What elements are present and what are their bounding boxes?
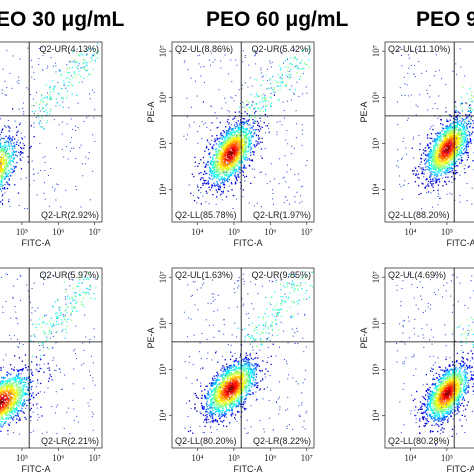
event-dots xyxy=(396,46,474,210)
facs-panel-r0-c2: Q2-UL(11.10%) Q2-LL(88.20%) 10⁴ 10⁵ 10⁶ 10⁷ 10… xyxy=(359,41,474,248)
quadrant-label-lr: Q2-LR(2.21%) xyxy=(41,436,99,446)
quadrant-label-ll: Q2-LL(88.20%) xyxy=(388,210,450,220)
y-tick-label: 10⁵ xyxy=(371,137,381,149)
y-tick-label: 10⁶ xyxy=(158,91,168,103)
y-axis-label: PE-A xyxy=(359,101,369,122)
y-tick-label: 10⁴ xyxy=(371,410,381,422)
x-tick-label: 10⁴ xyxy=(404,227,416,237)
quadrant-label-ll: Q2-LL(80.28%) xyxy=(388,436,450,446)
x-axis-label: FITC-A xyxy=(22,464,51,474)
y-tick-label: 10⁶ xyxy=(371,317,381,329)
panel-frame xyxy=(0,41,103,223)
y-axis-label: PE-A xyxy=(146,101,156,122)
x-tick-label: 10⁵ xyxy=(441,227,453,237)
quadrant-label-ur: Q2-UR(9.85%) xyxy=(251,270,311,280)
event-dots xyxy=(183,45,311,210)
x-tick-label: 10⁶ xyxy=(264,453,276,463)
x-tick-label: 10⁵ xyxy=(441,453,453,463)
quadrant-label-ur: Q2-UR(4.13%) xyxy=(39,44,99,54)
y-tick-label: 10⁶ xyxy=(158,317,168,329)
facs-panel-r0-c0: .83%)Q2-UR(4.13%)9.12%)Q2-LR(2.92%)10⁴10… xyxy=(0,41,103,248)
panel-frame xyxy=(384,41,474,223)
x-tick-label: 10⁶ xyxy=(52,453,64,463)
x-tick-label: 10⁵ xyxy=(228,453,240,463)
quadrant-label-ll: Q2-LL(80.20%) xyxy=(175,436,237,446)
y-tick-label: 10⁴ xyxy=(158,410,168,422)
y-tick-label: 10⁶ xyxy=(371,91,381,103)
quadrant-label-ul: Q2-UL(4.69%) xyxy=(388,270,446,280)
x-tick-label: 10⁴ xyxy=(191,453,203,463)
quadrant-label-lr: Q2-LR(1.97%) xyxy=(253,210,311,220)
y-tick-label: 10⁵ xyxy=(371,363,381,375)
x-tick-label: 10⁵ xyxy=(228,227,240,237)
y-tick-label: 10⁵ xyxy=(158,363,168,375)
y-tick-label: 10⁷ xyxy=(371,45,381,57)
quadrant-label-ur: Q2-UR(5.97%) xyxy=(39,270,99,280)
panel-title-col1: PEO 60 μg/mL xyxy=(206,8,349,31)
x-axis-label: FITC-A xyxy=(234,464,263,474)
y-tick-label: 10⁴ xyxy=(158,184,168,196)
panel-frame xyxy=(171,267,315,449)
x-axis-label: FITC-A xyxy=(234,238,263,248)
quadrant-label-ul: Q2-UL(1.63%) xyxy=(175,270,233,280)
facs-panel-r1-c0: .49%)Q2-UR(5.97%)80.32%)Q2-LR(2.21%)10⁴1… xyxy=(0,267,103,474)
panel-frame xyxy=(171,41,315,223)
event-dots xyxy=(183,271,314,435)
y-axis-label: PE-A xyxy=(359,327,369,348)
x-axis-label: FITC-A xyxy=(22,238,51,248)
y-tick-label: 10⁵ xyxy=(158,137,168,149)
y-tick-label: 10⁷ xyxy=(158,271,168,283)
quadrant-label-lr: Q2-LR(2.92%) xyxy=(41,210,99,220)
panel-frame xyxy=(0,267,103,449)
panel-title-col0: EO 30 μg/mL xyxy=(0,8,125,31)
y-tick-label: 10⁴ xyxy=(371,184,381,196)
panel-title-col2: PEO 90 xyxy=(416,8,474,31)
quadrant-label-lr: Q2-LR(8.22%) xyxy=(253,436,311,446)
quadrant-label-ll: Q2-LL(85.78%) xyxy=(175,210,237,220)
x-tick-label: 10⁵ xyxy=(16,227,28,237)
y-tick-label: 10⁷ xyxy=(371,271,381,283)
x-tick-label: 10⁴ xyxy=(404,453,416,463)
event-dots xyxy=(0,42,100,210)
facs-panel-r1-c2: Q2-UL(4.69%) Q2-LL(80.28%) 10⁴ 10⁵ 10⁶ 10⁷ 10⁴… xyxy=(359,267,474,474)
quadrant-label-ul: Q2-UL(8.86%) xyxy=(175,44,233,54)
y-axis-label: PE-A xyxy=(146,327,156,348)
facs-panel-r0-c1: Q2-UL(8.86%) Q2-UR(5.42%) Q2-LL(85.78%) Q2-… xyxy=(146,41,315,248)
x-tick-label: 10⁷ xyxy=(89,227,101,237)
quadrant-label-ul: Q2-UL(11.10%) xyxy=(388,44,450,54)
event-dots xyxy=(396,273,474,446)
quadrant-label-ur: Q2-UR(5.42%) xyxy=(251,44,311,54)
facs-panel-r1-c1: Q2-UL(1.63%) Q2-UR(9.85%) Q2-LL(80.20%) Q2-… xyxy=(146,267,315,474)
x-tick-label: 10⁷ xyxy=(301,227,313,237)
panel-frame xyxy=(384,267,474,449)
x-tick-label: 10⁶ xyxy=(52,227,64,237)
event-dots xyxy=(0,271,100,435)
x-tick-label: 10⁵ xyxy=(16,453,28,463)
x-axis-label: FITC-A xyxy=(447,238,474,248)
x-tick-label: 10⁶ xyxy=(264,227,276,237)
x-tick-label: 10⁴ xyxy=(191,227,203,237)
x-axis-label: FITC-A xyxy=(447,464,474,474)
x-tick-label: 10⁷ xyxy=(301,453,313,463)
x-tick-label: 10⁷ xyxy=(89,453,101,463)
y-tick-label: 10⁷ xyxy=(158,45,168,57)
